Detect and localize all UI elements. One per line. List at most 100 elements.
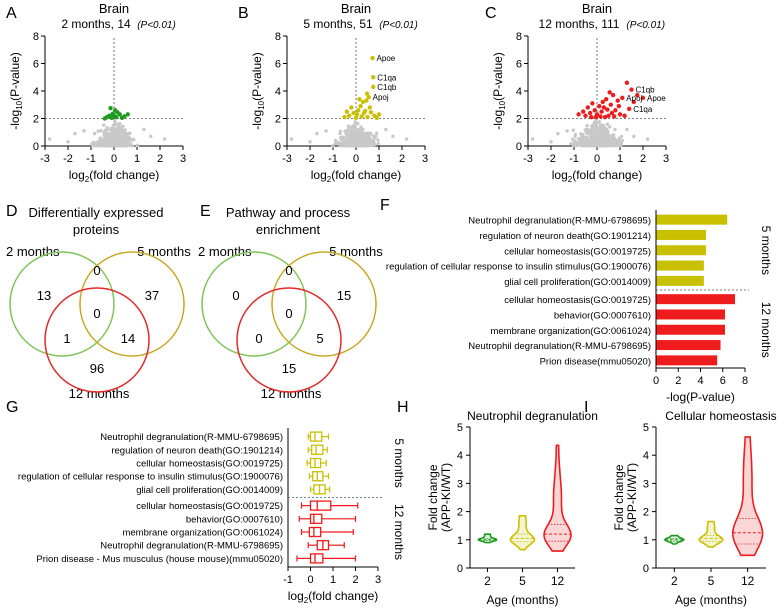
violin-body bbox=[732, 436, 764, 557]
ns-point bbox=[376, 141, 380, 146]
panel-letter-g: G bbox=[6, 399, 18, 416]
y-tick-label: 6 bbox=[33, 59, 39, 71]
ns-point bbox=[620, 138, 625, 143]
ns-point bbox=[363, 133, 367, 138]
y-tick-label: 4 bbox=[33, 86, 39, 98]
x-tick-label: 0 bbox=[111, 153, 117, 165]
ns-point bbox=[73, 131, 77, 136]
x-axis-label: Age (months) bbox=[675, 593, 747, 607]
region-only-12: 96 bbox=[90, 361, 104, 376]
y-tick-label: 0 bbox=[643, 563, 649, 575]
ns-point bbox=[114, 131, 118, 135]
box bbox=[310, 444, 324, 455]
ns-point bbox=[585, 123, 589, 128]
category-label: regulation of cellular response to insul… bbox=[386, 262, 651, 273]
plot-subtitle: 2 months, 14 bbox=[61, 17, 131, 31]
significant-point bbox=[615, 98, 620, 103]
ns-point bbox=[565, 129, 569, 133]
region-only-12: 15 bbox=[282, 361, 296, 376]
x-tick-label: 2 bbox=[399, 153, 405, 165]
x-tick-label: 12 bbox=[551, 574, 565, 588]
significant-point bbox=[365, 114, 370, 120]
ns-point bbox=[606, 139, 611, 143]
x-axis-label: log2(fold change) bbox=[69, 168, 160, 184]
ns-point bbox=[391, 134, 395, 139]
ns-point bbox=[375, 131, 379, 135]
bar bbox=[656, 214, 728, 225]
x-tick-label: 2 bbox=[675, 375, 681, 387]
x-tick-label: -3 bbox=[282, 153, 292, 165]
y-tick-label: 4 bbox=[457, 450, 463, 462]
ns-point bbox=[123, 144, 127, 148]
ns-point bbox=[66, 140, 70, 144]
ns-point bbox=[104, 141, 108, 145]
protein-label: Apoe bbox=[647, 94, 666, 103]
y-tick-label: 0 bbox=[275, 141, 281, 153]
significant-point bbox=[346, 113, 352, 118]
significant-point bbox=[364, 91, 370, 96]
ns-point bbox=[590, 124, 594, 128]
ns-point bbox=[606, 133, 611, 137]
x-tick-label: -2 bbox=[546, 153, 556, 165]
x-axis-label: -log(P-value) bbox=[666, 390, 735, 404]
x-tick-label: 5 bbox=[708, 574, 715, 588]
significant-point bbox=[115, 110, 120, 115]
significant-point bbox=[617, 112, 623, 117]
box bbox=[309, 553, 324, 564]
significant-point bbox=[589, 114, 594, 120]
x-tick-label: -1 bbox=[86, 153, 96, 165]
plot-title: Brain bbox=[582, 1, 612, 16]
ns-point bbox=[339, 138, 343, 142]
region-only-2: 13 bbox=[37, 288, 51, 303]
ns-point bbox=[589, 141, 593, 146]
ns-point bbox=[92, 143, 96, 148]
plot-title: Brain bbox=[99, 1, 129, 16]
group-label-12-months: 12 months bbox=[759, 302, 773, 358]
significant-point bbox=[610, 92, 616, 98]
ns-point bbox=[372, 140, 376, 144]
significant-point bbox=[598, 114, 603, 119]
ns-point bbox=[333, 138, 338, 142]
significant-point bbox=[360, 99, 366, 105]
significant-point bbox=[353, 115, 359, 121]
region-2-and-5: 0 bbox=[285, 263, 292, 278]
category-label: Prion disease(mmu05020) bbox=[540, 356, 651, 367]
panel-letter-d: D bbox=[6, 203, 18, 220]
ns-point bbox=[118, 121, 122, 126]
significant-point bbox=[592, 108, 597, 113]
panel-letter-e: E bbox=[200, 203, 211, 220]
significant-point bbox=[356, 108, 361, 113]
region-2-and-12: 1 bbox=[63, 331, 70, 346]
ns-point bbox=[371, 134, 376, 138]
group-label-12-months: 12 months bbox=[392, 504, 406, 560]
ns-point bbox=[104, 143, 109, 148]
x-axis-label: log2(fold change) bbox=[552, 168, 643, 184]
category-label: regulation of cellular response to insul… bbox=[18, 472, 283, 483]
venn-title: Pathway and process bbox=[226, 205, 351, 220]
significant-point bbox=[368, 110, 374, 115]
significant-point bbox=[374, 115, 379, 121]
box bbox=[309, 513, 323, 524]
protein-label: C1qa bbox=[377, 73, 397, 82]
set-circle-12-months bbox=[236, 287, 342, 393]
plot-subtitle: 5 months, 51 bbox=[303, 17, 373, 31]
ns-point bbox=[103, 132, 107, 137]
ns-point bbox=[573, 134, 577, 139]
x-tick-label: 2 bbox=[157, 153, 163, 165]
ns-point bbox=[130, 138, 134, 142]
x-tick-label: -1 bbox=[283, 574, 293, 586]
significant-point bbox=[601, 105, 607, 110]
region-2-and-12: 0 bbox=[255, 331, 262, 346]
y-tick-label: 4 bbox=[275, 86, 281, 98]
set-label-5-months: 5 months bbox=[329, 244, 383, 259]
ns-point bbox=[615, 138, 619, 142]
set-circle-5-months bbox=[79, 251, 185, 357]
set-label-2-months: 2 months bbox=[198, 244, 252, 259]
ns-point bbox=[597, 119, 601, 124]
y-axis-label: Fold change bbox=[426, 464, 440, 530]
ns-point bbox=[119, 130, 123, 134]
ns-point bbox=[576, 143, 580, 147]
ns-point bbox=[581, 133, 585, 137]
